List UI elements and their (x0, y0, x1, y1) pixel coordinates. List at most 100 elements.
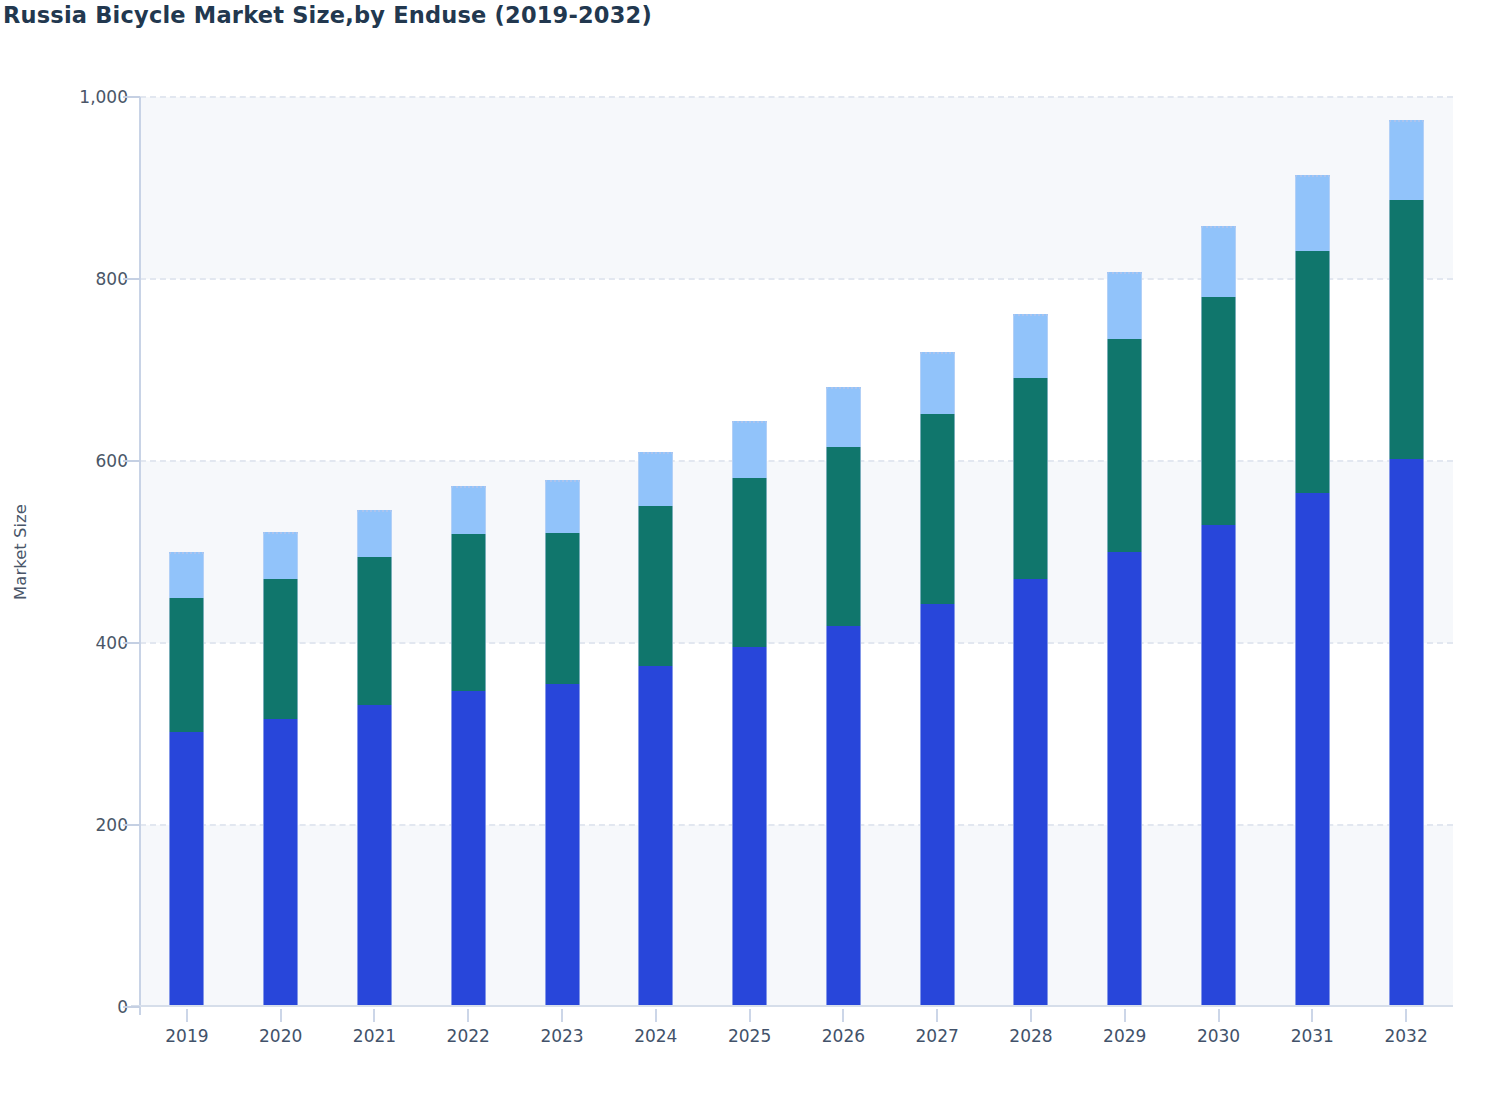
blue-segment[interactable] (451, 691, 486, 1007)
light-blue-segment[interactable] (1201, 226, 1236, 297)
y-axis-title: Market Size (11, 504, 30, 600)
x-tick-label: 2029 (1078, 1023, 1172, 1049)
light-blue-segment[interactable] (263, 532, 298, 579)
light-blue-segment[interactable] (357, 510, 392, 556)
x-tick-mark (1311, 1009, 1313, 1022)
y-tick-mark (123, 278, 140, 280)
teal-segment[interactable] (1107, 339, 1142, 552)
x-tick-mark (1124, 1009, 1126, 1022)
teal-segment[interactable] (1389, 200, 1424, 459)
y-tick-mark (123, 642, 140, 644)
bar-stack-2024[interactable] (638, 452, 673, 1007)
blue-segment[interactable] (1013, 579, 1048, 1007)
x-tick-mark (467, 1009, 469, 1022)
teal-segment[interactable] (545, 533, 580, 684)
teal-segment[interactable] (263, 579, 298, 719)
x-tick-mark (186, 1009, 188, 1022)
gridline (140, 460, 1453, 462)
background-band (140, 461, 1453, 643)
x-tick-label: 2023 (515, 1023, 609, 1049)
blue-segment[interactable] (732, 647, 767, 1007)
blue-segment[interactable] (920, 604, 955, 1007)
blue-segment[interactable] (1201, 525, 1236, 1007)
x-tick-mark (1405, 1009, 1407, 1022)
light-blue-segment[interactable] (1013, 314, 1048, 379)
gridline (140, 278, 1453, 280)
x-tick-label: 2026 (797, 1023, 891, 1049)
teal-segment[interactable] (357, 557, 392, 705)
chart-title: Russia Bicycle Market Size,by Enduse (20… (3, 2, 652, 28)
light-blue-segment[interactable] (920, 352, 955, 414)
light-blue-segment[interactable] (169, 552, 204, 598)
blue-segment[interactable] (1389, 459, 1424, 1007)
x-tick-label: 2019 (140, 1023, 234, 1049)
bar-stack-2025[interactable] (732, 421, 767, 1007)
x-axis-line (131, 1005, 1453, 1007)
y-tick-label: 200 (0, 814, 128, 836)
bar-stack-2019[interactable] (169, 552, 204, 1007)
bar-stack-2027[interactable] (920, 352, 955, 1007)
teal-segment[interactable] (1201, 297, 1236, 525)
bar-stack-2020[interactable] (263, 532, 298, 1007)
blue-segment[interactable] (826, 626, 861, 1007)
light-blue-segment[interactable] (826, 387, 861, 447)
teal-segment[interactable] (826, 447, 861, 625)
teal-segment[interactable] (638, 506, 673, 666)
teal-segment[interactable] (1295, 251, 1330, 493)
bar-stack-2028[interactable] (1013, 314, 1048, 1007)
x-tick-label: 2020 (234, 1023, 328, 1049)
blue-segment[interactable] (1107, 552, 1142, 1007)
gridline (140, 824, 1453, 826)
blue-segment[interactable] (545, 684, 580, 1007)
blue-segment[interactable] (263, 719, 298, 1007)
y-tick-label: 400 (0, 632, 128, 654)
bar-stack-2030[interactable] (1201, 226, 1236, 1007)
x-tick-label: 2027 (890, 1023, 984, 1049)
x-tick-mark (1218, 1009, 1220, 1022)
bar-stack-2031[interactable] (1295, 175, 1330, 1007)
x-tick-label: 2025 (703, 1023, 797, 1049)
chart-container: Russia Bicycle Market Size,by Enduse (20… (0, 0, 1508, 1120)
light-blue-segment[interactable] (1107, 272, 1142, 339)
light-blue-segment[interactable] (545, 480, 580, 533)
blue-segment[interactable] (638, 666, 673, 1007)
teal-segment[interactable] (169, 598, 204, 733)
x-tick-mark (1030, 1009, 1032, 1022)
teal-segment[interactable] (920, 414, 955, 604)
x-tick-label: 2028 (984, 1023, 1078, 1049)
gridline (140, 642, 1453, 644)
bar-stack-2022[interactable] (451, 486, 486, 1007)
light-blue-segment[interactable] (1389, 120, 1424, 200)
bar-stack-2023[interactable] (545, 480, 580, 1007)
x-tick-label: 2022 (421, 1023, 515, 1049)
teal-segment[interactable] (451, 534, 486, 691)
gridline (140, 96, 1453, 98)
teal-segment[interactable] (1013, 378, 1048, 579)
background-band (140, 825, 1453, 1007)
x-tick-label: 2032 (1359, 1023, 1453, 1049)
bar-stack-2021[interactable] (357, 510, 392, 1007)
x-tick-mark (561, 1009, 563, 1022)
y-tick-label: 800 (0, 268, 128, 290)
y-tick-mark (123, 824, 140, 826)
y-tick-mark (123, 460, 140, 462)
bar-stack-2032[interactable] (1389, 120, 1424, 1007)
light-blue-segment[interactable] (1295, 175, 1330, 251)
x-tick-mark (749, 1009, 751, 1022)
y-tick-mark (123, 96, 140, 98)
x-tick-mark (936, 1009, 938, 1022)
y-axis-line (139, 97, 141, 1015)
bar-stack-2026[interactable] (826, 387, 861, 1007)
blue-segment[interactable] (169, 732, 204, 1007)
light-blue-segment[interactable] (451, 486, 486, 534)
y-tick-mark (123, 1006, 140, 1008)
y-tick-label: 600 (0, 450, 128, 472)
x-tick-mark (280, 1009, 282, 1022)
light-blue-segment[interactable] (732, 421, 767, 478)
y-tick-label: 1,000 (0, 86, 128, 108)
light-blue-segment[interactable] (638, 452, 673, 506)
teal-segment[interactable] (732, 478, 767, 646)
blue-segment[interactable] (1295, 493, 1330, 1007)
bar-stack-2029[interactable] (1107, 272, 1142, 1007)
blue-segment[interactable] (357, 705, 392, 1007)
